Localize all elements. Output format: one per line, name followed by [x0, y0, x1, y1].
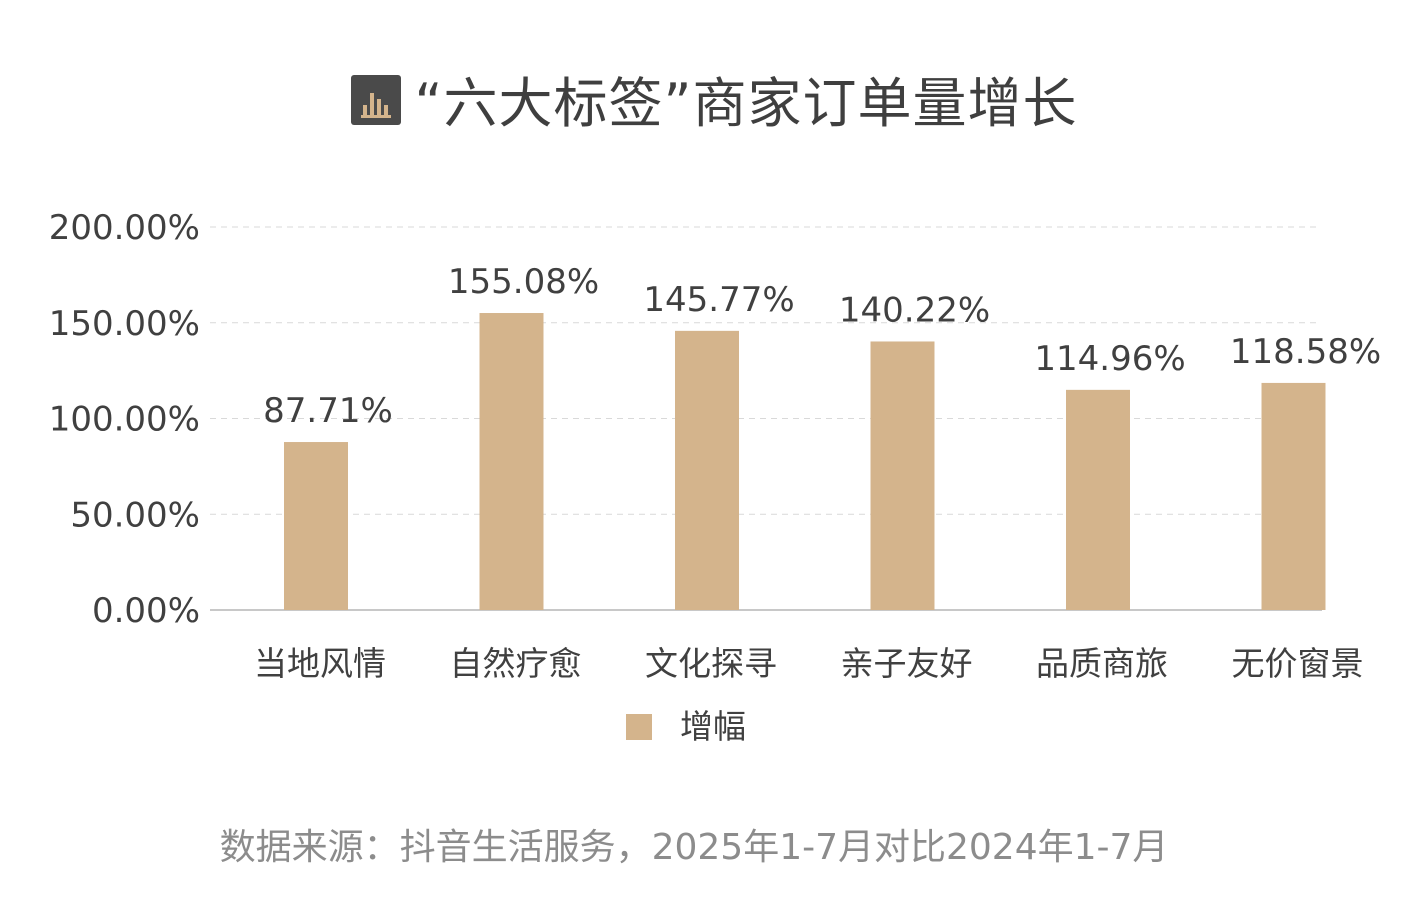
bar-chart-icon: [350, 75, 401, 125]
x-tick-label: 亲子友好: [841, 644, 973, 683]
chart-title-row: “六大标签”商家订单量增长: [0, 62, 1428, 135]
bar: [1261, 382, 1326, 610]
bar: [870, 341, 935, 610]
legend-swatch: [626, 714, 652, 740]
bar: [284, 442, 348, 610]
x-tick-label: 品质商旅: [1036, 644, 1168, 683]
x-tick-label: 自然疗愈: [450, 644, 582, 683]
x-tick-label: 文化探寻: [645, 644, 777, 683]
data-label: 155.08%: [448, 262, 599, 302]
data-label: 118.58%: [1230, 332, 1381, 372]
bar: [675, 330, 739, 610]
legend-label: 增幅: [680, 707, 746, 746]
x-tick-label: 无价窗景: [1232, 644, 1364, 683]
y-tick-label: 100.00%: [49, 400, 200, 440]
data-source-note: 数据来源：抖音生活服务，2025年1-7月对比2024年1-7月: [219, 827, 1169, 868]
chart-title: “六大标签”商家订单量增长: [414, 71, 1078, 135]
data-label: 114.96%: [1034, 339, 1185, 379]
y-tick-label: 200.00%: [49, 208, 200, 248]
x-tick-label: 当地风情: [254, 644, 386, 683]
data-label: 140.22%: [839, 290, 990, 330]
data-label: 145.77%: [643, 280, 794, 320]
y-tick-label: 150.00%: [49, 304, 200, 344]
y-tick-label: 0.00%: [92, 591, 200, 631]
y-tick-label: 50.00%: [70, 495, 200, 535]
bar: [1066, 389, 1130, 610]
bar: [479, 313, 544, 610]
data-label: 87.71%: [263, 391, 393, 431]
